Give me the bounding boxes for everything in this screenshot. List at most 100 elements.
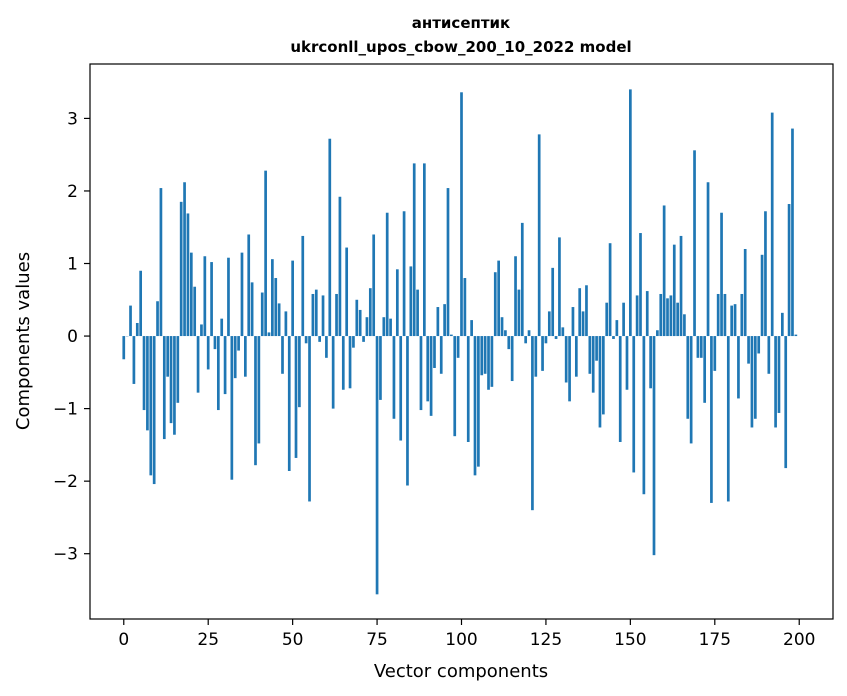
bar <box>777 336 781 413</box>
bar <box>166 336 170 377</box>
bar <box>362 336 365 342</box>
bar <box>500 317 504 337</box>
bar <box>699 336 703 358</box>
bar <box>706 182 710 337</box>
y-tick-label: −3 <box>53 545 78 565</box>
x-tick-label: 50 <box>282 630 304 650</box>
bar <box>629 89 632 337</box>
bar <box>271 259 274 337</box>
bar <box>504 330 507 337</box>
bar <box>608 243 612 337</box>
bar <box>558 237 561 337</box>
bar <box>233 336 237 379</box>
bar <box>787 204 791 337</box>
bar <box>453 336 457 437</box>
bar <box>591 336 595 393</box>
bar <box>365 317 369 337</box>
bar <box>487 336 490 390</box>
bar <box>639 233 642 337</box>
bar <box>753 336 757 419</box>
bar <box>480 336 484 376</box>
bar <box>693 150 696 337</box>
bar <box>527 330 531 337</box>
bar <box>294 336 298 458</box>
bar <box>774 336 777 428</box>
bar <box>581 311 585 337</box>
bar <box>281 336 284 374</box>
bar <box>541 336 544 371</box>
bar <box>368 288 372 337</box>
bar <box>183 182 186 337</box>
bar <box>152 336 156 485</box>
y-tick-label: −2 <box>53 472 78 492</box>
bar <box>551 267 555 337</box>
bar <box>274 278 278 337</box>
bar <box>750 336 754 428</box>
bar <box>676 302 679 337</box>
bar <box>230 336 234 480</box>
bar <box>662 205 666 337</box>
bar <box>395 269 399 337</box>
bar <box>784 336 788 469</box>
bar <box>669 295 673 337</box>
bar <box>200 324 203 337</box>
y-tick-label: −1 <box>53 400 78 420</box>
bar <box>615 320 619 337</box>
bar <box>146 336 149 431</box>
bar <box>277 303 281 337</box>
chart-title: антисептик <box>412 14 511 32</box>
bar <box>466 336 470 442</box>
bar <box>348 336 352 389</box>
bar <box>757 336 761 354</box>
bar <box>770 112 774 337</box>
bar <box>291 260 294 337</box>
y-tick-label: 3 <box>67 109 78 129</box>
bar <box>743 249 747 337</box>
bar <box>679 235 683 337</box>
bar <box>179 201 183 337</box>
bar <box>713 336 717 371</box>
bar <box>412 163 416 337</box>
bar <box>622 302 625 337</box>
bar <box>443 304 446 337</box>
x-tick-label: 125 <box>530 630 562 650</box>
bar <box>210 262 213 337</box>
bar <box>244 336 247 377</box>
bar <box>176 336 180 403</box>
bar <box>321 295 325 337</box>
bar <box>483 336 487 374</box>
bar <box>419 336 423 411</box>
bar <box>247 234 251 337</box>
bar <box>318 336 321 342</box>
bar <box>392 336 396 419</box>
bar <box>196 336 200 393</box>
bar <box>473 336 477 476</box>
x-tick-label: 175 <box>699 630 731 650</box>
bar <box>493 272 497 337</box>
bar <box>159 188 163 337</box>
bar <box>186 213 190 337</box>
bar <box>601 336 605 415</box>
bar <box>352 336 355 348</box>
bar <box>605 302 609 337</box>
x-tick-label: 150 <box>614 630 646 650</box>
bar <box>139 270 143 337</box>
bar <box>446 188 450 337</box>
bar <box>311 293 315 337</box>
bar <box>189 252 193 337</box>
bar <box>470 320 473 337</box>
x-tick-label: 0 <box>118 630 129 650</box>
bar <box>213 336 217 350</box>
bar <box>726 336 730 502</box>
bar <box>588 336 592 374</box>
bar <box>338 196 342 337</box>
bar <box>760 254 764 337</box>
bar <box>135 323 139 337</box>
bar <box>524 336 528 344</box>
bar <box>267 332 271 337</box>
bar <box>534 336 538 377</box>
bar <box>375 336 379 595</box>
bar <box>358 309 362 337</box>
bar <box>547 311 551 337</box>
